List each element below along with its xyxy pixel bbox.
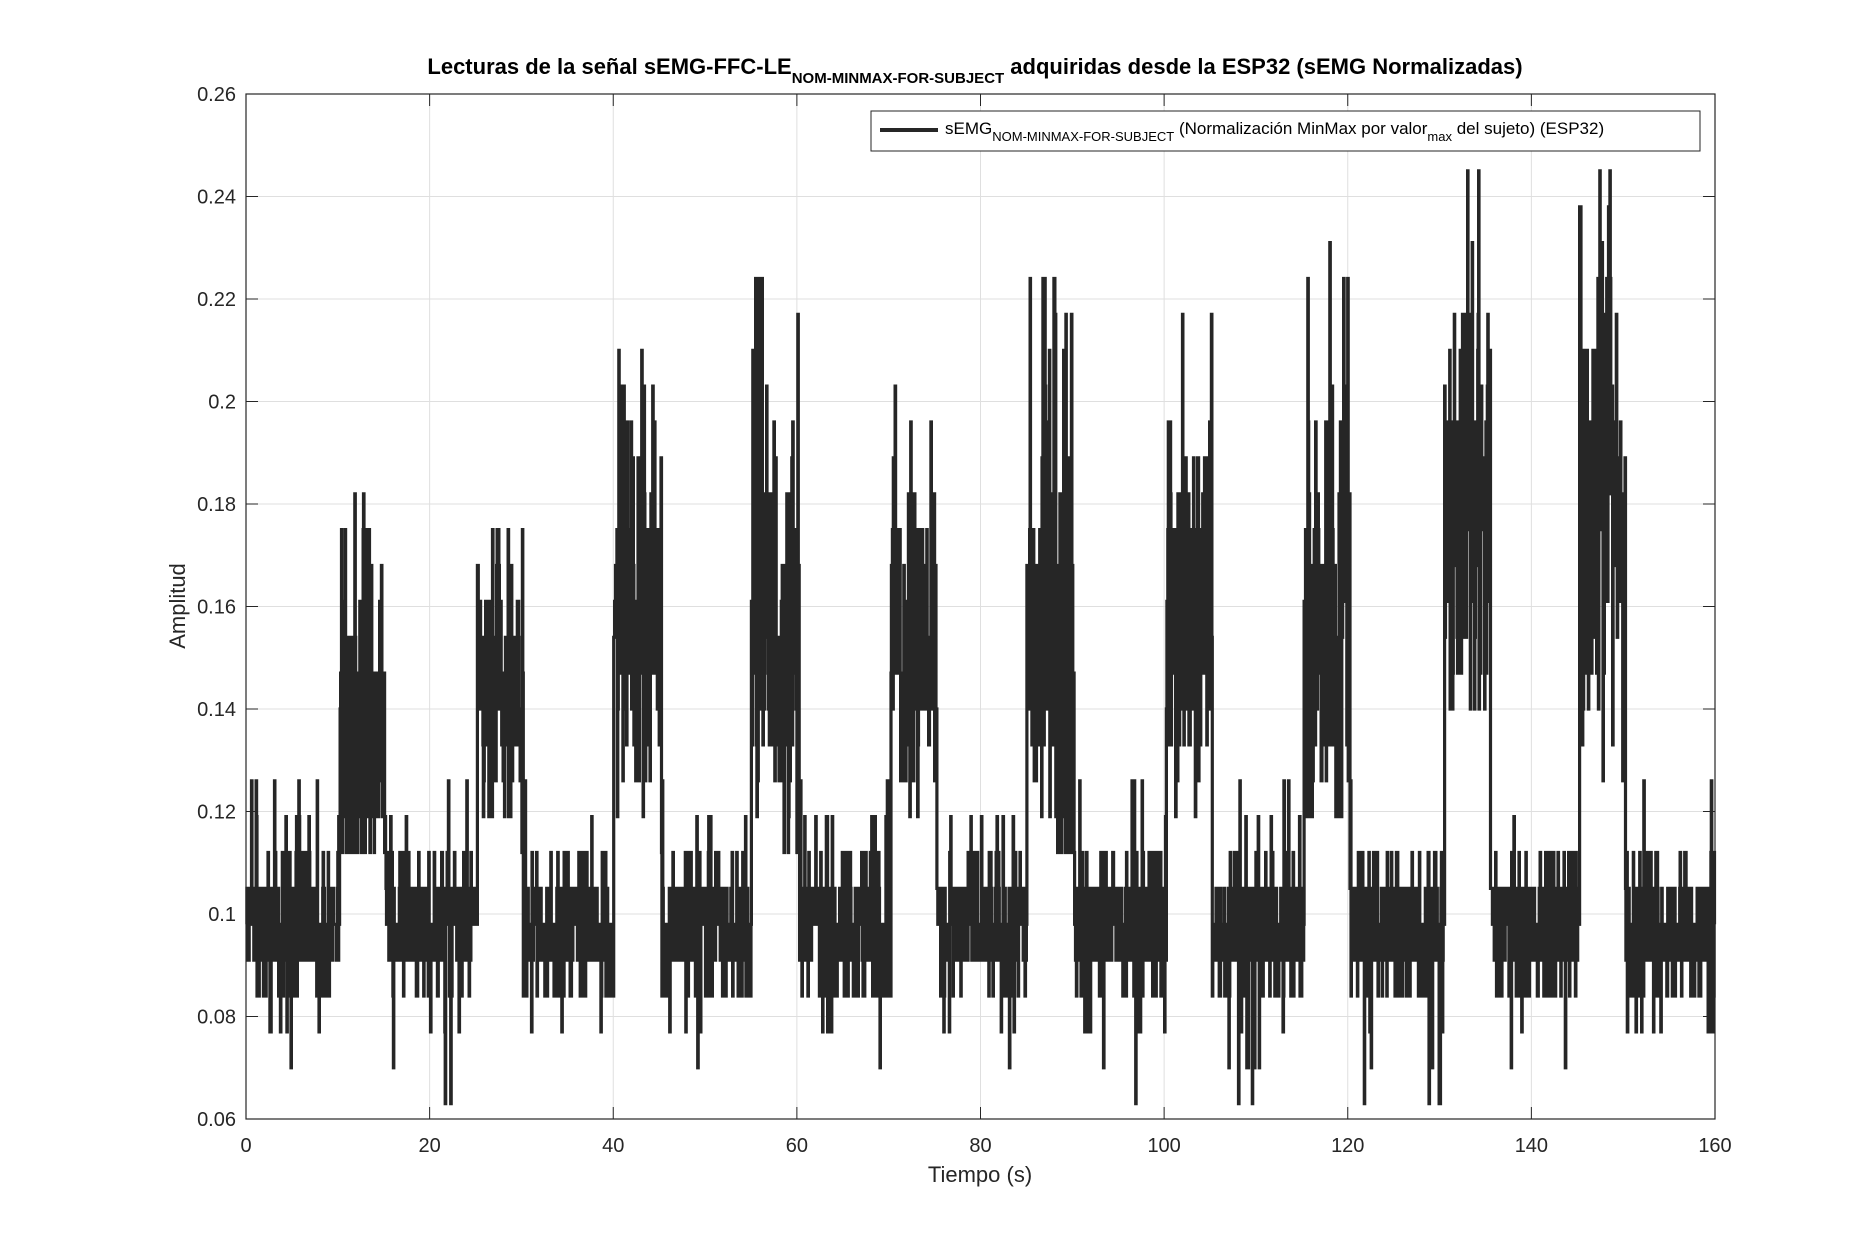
y-tick-label: 0.16 <box>197 597 236 619</box>
y-tick-label: 0.2 <box>208 392 236 414</box>
x-tick-label: 60 <box>786 1135 808 1157</box>
y-tick-label: 0.1 <box>208 904 236 926</box>
y-tick-label: 0.14 <box>197 699 236 721</box>
signal-line <box>245 169 1717 1106</box>
y-tick-label: 0.06 <box>197 1109 236 1131</box>
x-tick-label: 40 <box>602 1135 624 1157</box>
x-tick-label: 0 <box>240 1135 251 1157</box>
y-tick-label: 0.24 <box>197 187 236 209</box>
x-axis-ticks: 0 20 40 60 80 100 120 140 160 <box>240 94 1732 1157</box>
y-axis-label: Amplitud <box>165 563 190 649</box>
legend: sEMGNOM-MINMAX-FOR-SUBJECT (Normalizació… <box>870 110 1701 152</box>
x-tick-label: 120 <box>1331 1135 1364 1157</box>
x-tick-label: 100 <box>1147 1135 1180 1157</box>
x-tick-label: 20 <box>419 1135 441 1157</box>
y-tick-label: 0.18 <box>197 494 236 516</box>
x-axis-label: Tiempo (s) <box>928 1162 1032 1187</box>
y-tick-label: 0.22 <box>197 289 236 311</box>
x-tick-label: 80 <box>969 1135 991 1157</box>
legend-box <box>870 110 1701 152</box>
y-tick-label: 0.12 <box>197 802 236 824</box>
y-tick-label: 0.08 <box>197 1007 236 1029</box>
y-axis-ticks: 0.06 0.08 0.1 0.12 0.14 0.16 0.18 0.2 0.22 0.24 0.… <box>197 84 1715 1131</box>
x-tick-label: 140 <box>1515 1135 1548 1157</box>
legend-label: sEMGNOM-MINMAX-FOR-SUBJECT (Normalizació… <box>945 119 1604 144</box>
signal-layer <box>245 169 1717 1106</box>
x-tick-label: 160 <box>1698 1135 1731 1157</box>
chart-title: Lecturas de la señal sEMG-FFC-LENOM-MINM… <box>427 54 1522 87</box>
y-tick-label: 0.26 <box>197 84 236 106</box>
